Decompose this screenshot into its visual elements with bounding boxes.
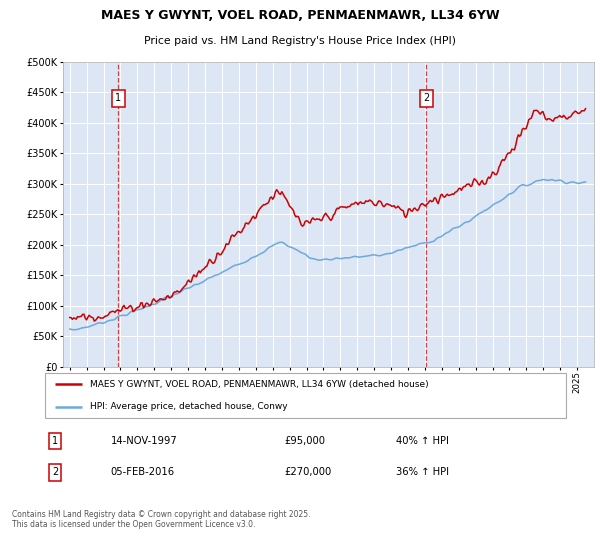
Text: Price paid vs. HM Land Registry's House Price Index (HPI): Price paid vs. HM Land Registry's House … (144, 36, 456, 46)
Text: 36% ↑ HPI: 36% ↑ HPI (396, 468, 449, 478)
Text: Contains HM Land Registry data © Crown copyright and database right 2025.
This d: Contains HM Land Registry data © Crown c… (12, 510, 311, 529)
Text: MAES Y GWYNT, VOEL ROAD, PENMAENMAWR, LL34 6YW: MAES Y GWYNT, VOEL ROAD, PENMAENMAWR, LL… (101, 9, 499, 22)
Text: HPI: Average price, detached house, Conwy: HPI: Average price, detached house, Conw… (89, 402, 287, 411)
Text: 2: 2 (423, 93, 430, 103)
FancyBboxPatch shape (44, 373, 566, 418)
Text: 14-NOV-1997: 14-NOV-1997 (110, 436, 178, 446)
Text: £95,000: £95,000 (285, 436, 326, 446)
Text: 1: 1 (52, 436, 58, 446)
Text: 2: 2 (52, 468, 58, 478)
Text: 40% ↑ HPI: 40% ↑ HPI (396, 436, 449, 446)
Text: 1: 1 (115, 93, 121, 103)
Text: MAES Y GWYNT, VOEL ROAD, PENMAENMAWR, LL34 6YW (detached house): MAES Y GWYNT, VOEL ROAD, PENMAENMAWR, LL… (89, 380, 428, 389)
Text: 05-FEB-2016: 05-FEB-2016 (110, 468, 175, 478)
Text: £270,000: £270,000 (285, 468, 332, 478)
